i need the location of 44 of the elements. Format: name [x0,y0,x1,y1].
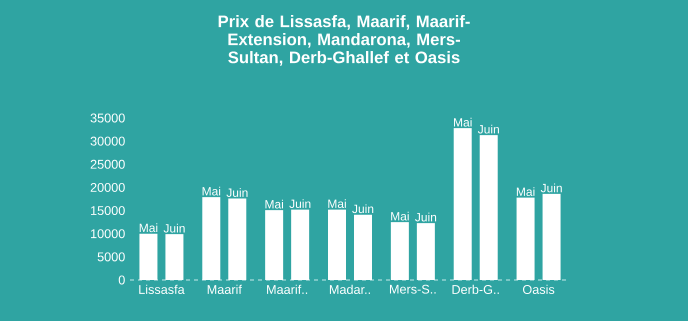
x-tick-label: Lissasfa [139,284,185,294]
y-tick-label: 35000 [90,114,125,122]
bar [202,197,220,280]
bar [228,198,246,280]
bar [390,222,409,280]
bar [291,210,310,280]
bar [454,128,472,280]
y-tick-label: 0 [118,276,125,284]
bar [165,234,184,280]
text: Juin [352,204,374,214]
text: Mai [516,187,534,196]
text: Juin [478,124,499,134]
series-label: Juin [540,183,562,192]
bar [480,135,498,280]
bar [516,198,535,280]
x-tick-label: Maarif [208,284,242,294]
text: Mai [265,200,284,209]
y-tick-label: 15000 [91,206,125,216]
y-tick-label: 30000 [90,136,125,146]
bar [265,210,284,280]
text: Mai [454,118,472,127]
text: Mai [328,199,346,208]
bar [354,214,372,280]
x-tick-label: Maarif.. [267,284,308,294]
chart-title: Prix de Lissasfa, Maarif, Maarif-Extension, Mandarona, Mers-Sultan, Derb-Ghallef et Oasis [218,15,470,66]
x-tick-label: Mers-S.. [390,284,436,294]
text: Juin [226,188,248,197]
text: Mai [202,186,220,196]
y-tick-label: 20000 [90,182,125,192]
text: Juin [164,224,185,233]
text: Juin [289,199,310,208]
bar [328,210,346,280]
text: Juin [415,212,436,222]
x-tick-label: Oasis [522,284,554,294]
y-tick-label: 25000 [90,160,125,169]
x-tick-label: Derb-G.. [452,284,499,294]
bar [542,194,561,280]
bar [416,223,435,280]
y-tick-label: 5000 [98,252,125,262]
bar [139,234,158,280]
x-tick-label: Madar.. [330,284,370,294]
series-label: Mai [140,223,158,232]
y-tick-label: 10000 [91,229,125,238]
text: Mai [391,212,409,221]
